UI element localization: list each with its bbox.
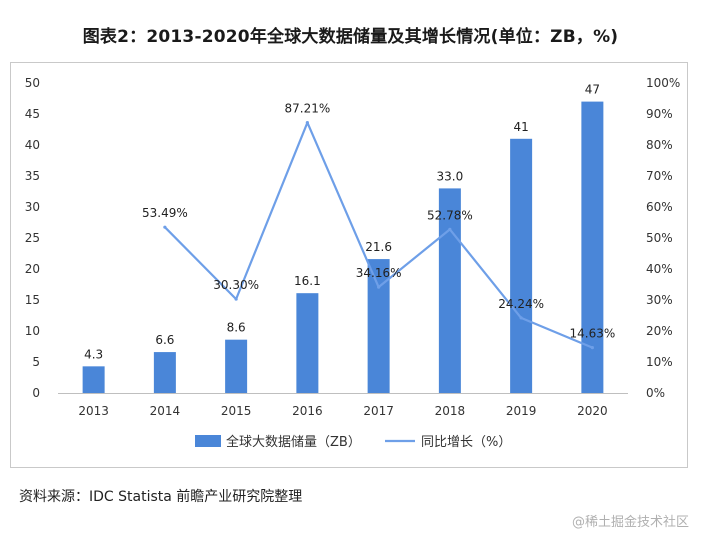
x-tick-label: 2018 (435, 404, 466, 418)
y-right-tick-label: 0% (646, 386, 665, 400)
growth-value-label: 14.63% (569, 327, 615, 341)
y-right-tick-label: 100% (646, 76, 680, 90)
growth-value-label: 53.49% (142, 206, 188, 220)
bar-value-label: 47 (585, 83, 600, 97)
y-left-tick-label: 35 (25, 169, 40, 183)
growth-point-2014 (163, 225, 167, 229)
x-tick-label: 2019 (506, 404, 537, 418)
y-right-tick-label: 40% (646, 262, 673, 276)
y-left-tick-label: 15 (25, 293, 40, 307)
bar-value-label: 21.6 (365, 240, 392, 254)
bar-2018 (438, 188, 461, 393)
chart-frame (10, 62, 688, 468)
y-left-tick-label: 0 (32, 386, 40, 400)
bar-2020 (581, 101, 604, 393)
y-right-tick-label: 20% (646, 324, 673, 338)
legend-line-label: 同比增长（%） (421, 435, 511, 450)
bar-2017 (367, 259, 390, 393)
y-left-tick-label: 50 (25, 76, 40, 90)
growth-value-label: 52.78% (427, 208, 473, 222)
watermark: @稀土掘金技术社区 (571, 515, 689, 530)
bar-2013 (82, 366, 105, 393)
chart-title: 图表2：2013-2020年全球大数据储量及其增长情况(单位：ZB，%) (82, 27, 619, 47)
y-left-tick-label: 10 (25, 324, 40, 338)
growth-value-label: 30.30% (213, 278, 259, 292)
y-right-tick-label: 10% (646, 355, 673, 369)
bar-value-label: 6.6 (155, 333, 174, 347)
bar-2016 (296, 293, 319, 393)
growth-point-2016 (305, 121, 309, 125)
legend-bar-label: 全球大数据储量（ZB） (226, 434, 361, 450)
x-tick-label: 2020 (577, 404, 608, 418)
bar-value-label: 16.1 (294, 274, 321, 288)
y-left-tick-label: 45 (25, 107, 40, 121)
bar-value-label: 8.6 (227, 321, 246, 335)
x-tick-label: 2017 (363, 404, 394, 418)
bar-2015 (225, 339, 248, 393)
y-left-tick-label: 30 (25, 200, 40, 214)
source-note: 资料来源：IDC Statista 前瞻产业研究院整理 (19, 489, 303, 505)
y-right-tick-label: 80% (646, 138, 673, 152)
y-right-tick-label: 30% (646, 293, 673, 307)
x-tick-label: 2014 (150, 404, 181, 418)
growth-value-label: 34.16% (356, 266, 402, 280)
growth-point-2017 (377, 285, 381, 289)
growth-point-2015 (234, 297, 238, 301)
x-tick-label: 2015 (221, 404, 252, 418)
bar-value-label: 4.3 (84, 347, 103, 361)
bar-2014 (153, 352, 176, 393)
bar-value-label: 33.0 (437, 169, 464, 183)
growth-value-label: 87.21% (284, 102, 330, 116)
y-left-tick-label: 5 (32, 355, 40, 369)
growth-point-2020 (590, 346, 594, 350)
x-tick-label: 2013 (78, 404, 109, 418)
y-right-tick-label: 70% (646, 169, 673, 183)
y-left-tick-label: 25 (25, 231, 40, 245)
legend-bar-swatch (195, 435, 221, 447)
y-right-tick-label: 60% (646, 200, 673, 214)
bar-value-label: 41 (513, 120, 528, 134)
growth-value-label: 24.24% (498, 297, 544, 311)
x-tick-label: 2016 (292, 404, 323, 418)
y-left-tick-label: 40 (25, 138, 40, 152)
growth-point-2018 (448, 227, 452, 231)
y-left-tick-label: 20 (25, 262, 40, 276)
y-right-tick-label: 50% (646, 231, 673, 245)
y-right-tick-label: 90% (646, 107, 673, 121)
growth-point-2019 (519, 316, 523, 320)
bar-2019 (510, 138, 533, 393)
